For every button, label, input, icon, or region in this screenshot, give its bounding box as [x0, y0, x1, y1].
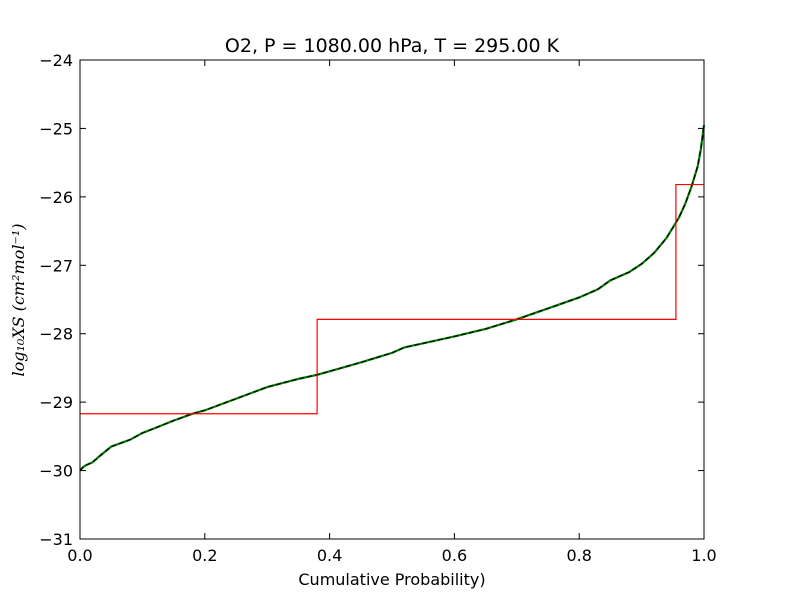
x-tick-label: 0.8: [566, 546, 591, 565]
plot-area: [79, 59, 706, 540]
x-axis-label: Cumulative Probability): [298, 570, 485, 589]
series-line-3: [80, 183, 704, 415]
y-tick-label: −31: [39, 530, 73, 549]
y-tick-label: −28: [39, 325, 73, 344]
y-tick-label: −27: [39, 256, 73, 275]
y-tick-label: −24: [39, 51, 73, 70]
y-tick-label: −29: [39, 393, 73, 412]
x-axis: 0.0 0.2 0.4 0.6 0.8 1.0: [67, 60, 717, 565]
chart-title: O2, P = 1080.00 hPa, T = 295.00 K: [225, 35, 560, 57]
x-tick-label: 0.6: [442, 546, 467, 565]
x-tick-label: 0.2: [192, 546, 217, 565]
y-tick-label: −26: [39, 188, 73, 207]
x-tick-label: 0.4: [317, 546, 342, 565]
series-layer: [79, 124, 706, 472]
plot-background: [80, 60, 704, 539]
y-tick-label: −30: [39, 462, 73, 481]
x-tick-label: 1.0: [691, 546, 716, 565]
y-axis: −24 −25 −26 −27 −28 −29 −30 −31: [39, 51, 704, 549]
plot-frame: [79, 59, 705, 540]
x-tick-label: 0.0: [67, 546, 92, 565]
y-tick-label: −25: [39, 119, 73, 138]
series-line-2: [79, 124, 705, 471]
y-axis-label: log₁₀XS (cm²mol⁻¹): [9, 223, 28, 376]
